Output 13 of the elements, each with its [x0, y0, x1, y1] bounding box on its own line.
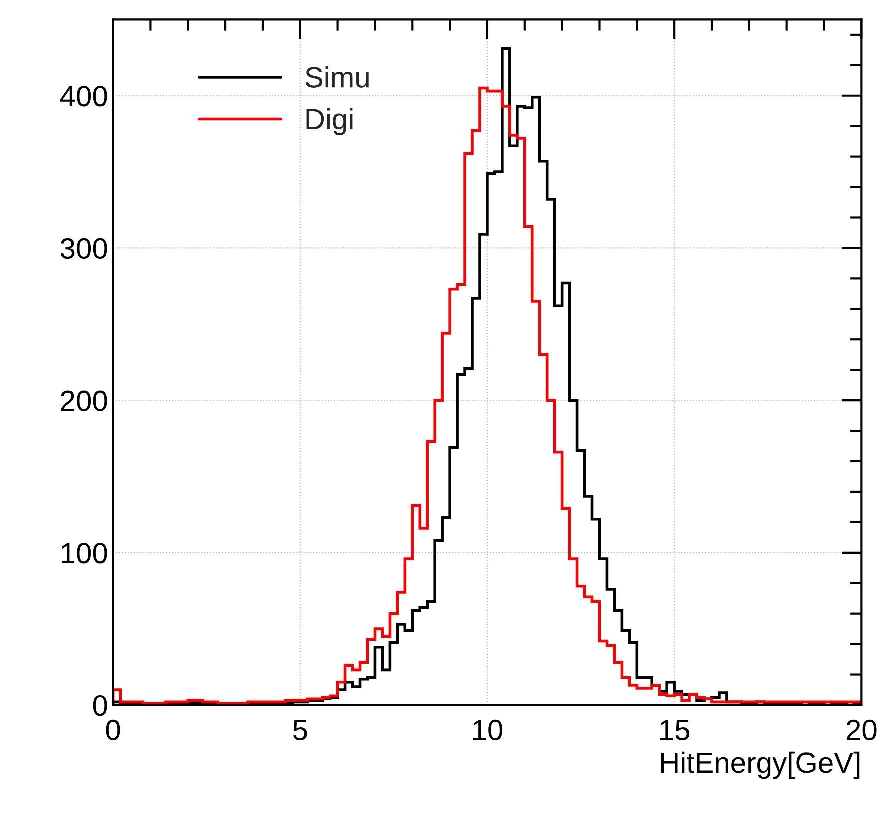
legend-label: Simu [306, 66, 369, 88]
x-axis-title: HitEnergy[GeV] [661, 752, 860, 780]
y-tick-label: 400 [60, 86, 108, 107]
y-tick-label: 0 [93, 695, 108, 716]
x-tick-label: 10 [473, 720, 503, 741]
y-tick-label: 200 [61, 390, 108, 412]
x-tick-label: 5 [293, 720, 308, 741]
y-tick-label: 300 [60, 238, 108, 260]
x-tick-label: 15 [660, 720, 690, 741]
y-tick-label: 100 [62, 543, 108, 564]
x-tick-label: 0 [106, 720, 120, 741]
x-tick-label: 20 [846, 720, 877, 741]
legend-label: Digi [306, 108, 353, 136]
